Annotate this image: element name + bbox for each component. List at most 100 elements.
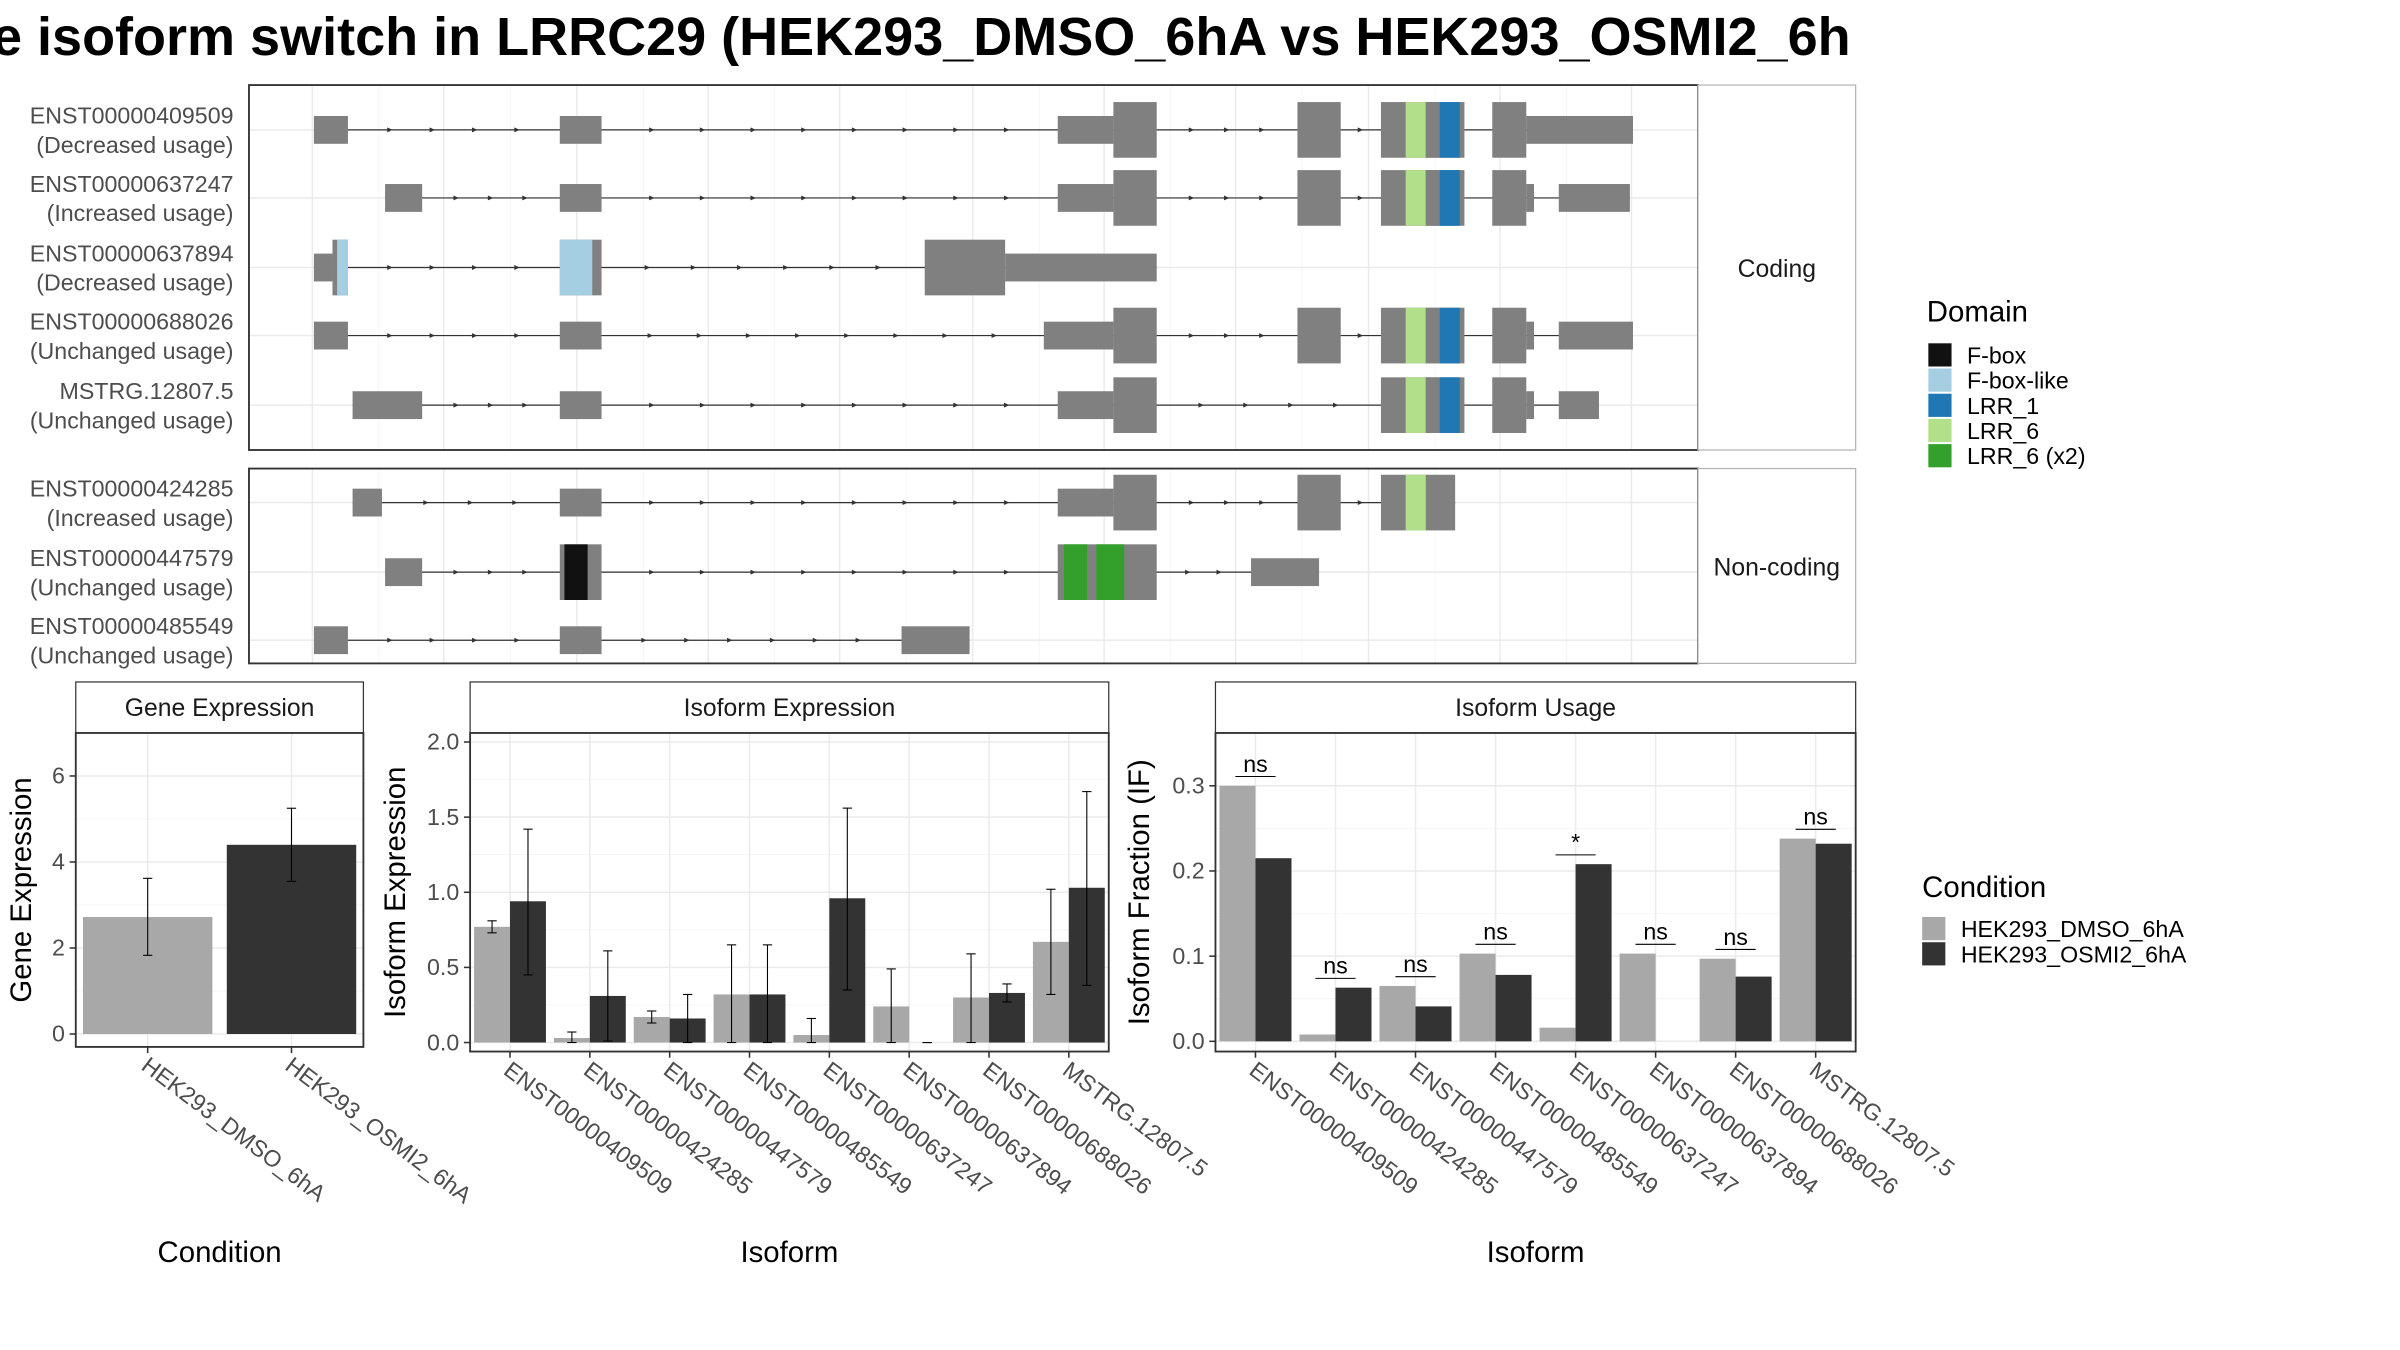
intron-arrow-icon <box>647 333 654 339</box>
bar <box>1335 987 1372 1042</box>
transcript-track-ENST00000637894 <box>313 239 1157 296</box>
transcript-id: ENST00000447579 <box>30 545 234 571</box>
intron-arrow-icon <box>641 637 647 643</box>
panel-strip-label: Coding <box>1738 256 1816 283</box>
significance-annotation: ns <box>1635 919 1676 945</box>
bar <box>1539 1027 1576 1042</box>
intron-arrow-icon <box>453 402 459 408</box>
transcript-id: ENST00000409509 <box>30 103 234 129</box>
intron-arrow-icon <box>1259 500 1265 506</box>
intron-arrow-icon <box>953 500 959 506</box>
transcript-usage: (Decreased usage) <box>36 132 233 158</box>
error-bar <box>487 920 497 934</box>
intron-arrow-icon <box>1288 402 1294 408</box>
intron-arrow-icon <box>851 402 858 408</box>
intron-arrow-icon <box>487 569 494 575</box>
exon-block <box>1526 184 1535 212</box>
exon-block <box>313 253 333 282</box>
y-axis-title: Isoform Expression <box>379 767 412 1018</box>
error-bar <box>1082 791 1092 986</box>
intron-arrow-icon <box>1332 402 1339 408</box>
legend-domain-swatch <box>1928 343 1952 367</box>
intron-arrow-icon <box>1188 333 1195 339</box>
intron-arrow-icon <box>1223 195 1230 201</box>
intron-arrow-icon <box>783 265 789 270</box>
intron-arrow-icon <box>801 195 807 201</box>
exon-block <box>559 626 602 655</box>
intron-arrow-icon <box>1259 333 1265 339</box>
intron-arrow-icon <box>750 127 756 133</box>
transcript-usage: (Unchanged usage) <box>30 642 234 668</box>
transcript-label: ENST00000637247 (Increased usage) <box>30 171 234 226</box>
intron-arrow-icon <box>750 500 756 506</box>
error-bar <box>1002 983 1012 1003</box>
intron-arrow-icon <box>699 402 706 408</box>
transcript-usage: (Increased usage) <box>47 505 234 531</box>
intron-arrow-icon <box>893 333 899 339</box>
transcript-id: ENST00000424285 <box>30 475 234 501</box>
y-tick-label: 2 <box>52 935 65 961</box>
intron-arrow-icon <box>514 333 520 339</box>
y-tick-label: 0.0 <box>427 1029 459 1055</box>
exon-block <box>559 184 602 212</box>
error-bar <box>842 807 852 991</box>
chart-isoform-usage: Isoform Usage ns ns ns ns * ns ns ns 0.0 0.1 0.2 0.3… <box>1123 681 1960 1269</box>
intron-arrow-icon <box>471 333 478 339</box>
intron-arrow-icon <box>1216 569 1222 575</box>
intron-arrow-icon <box>649 569 655 575</box>
exon-block <box>1057 488 1114 517</box>
intron-arrow-icon <box>750 569 756 575</box>
transcript-track-ENST00000485549 <box>313 626 970 655</box>
legend-domain-swatch <box>1928 444 1952 468</box>
intron-arrow-icon <box>1357 333 1364 339</box>
domain-block <box>1439 307 1460 364</box>
intron-arrow-icon <box>745 333 752 339</box>
exon-block <box>559 115 602 144</box>
intron-arrow-icon <box>471 127 478 133</box>
domain-block <box>559 239 593 296</box>
intron-arrow-icon <box>953 402 959 408</box>
y-tick-label: 0.5 <box>427 954 459 980</box>
bar <box>1619 953 1656 1042</box>
intron-arrow-icon <box>487 195 494 201</box>
panel-strip <box>1697 467 1857 665</box>
significance-label: ns <box>1403 951 1428 977</box>
exon-block <box>1113 307 1157 364</box>
x-axis-title: Condition <box>158 1236 282 1269</box>
intron-arrow-icon <box>902 569 908 575</box>
transcript-id: ENST00000485549 <box>30 613 234 639</box>
intron-arrow-icon <box>649 402 655 408</box>
intron-arrow-icon <box>1003 127 1010 133</box>
legend-condition-swatch <box>1922 917 1946 941</box>
bar <box>1699 958 1736 1042</box>
transcript-label: ENST00000688026 (Unchanged usage) <box>30 308 234 363</box>
exon-block <box>385 558 423 587</box>
intron-arrow-icon <box>953 195 959 201</box>
significance-annotation: ns <box>1395 951 1436 978</box>
intron-arrow-icon <box>1357 500 1364 506</box>
significance-label: ns <box>1323 953 1347 979</box>
significance-label: ns <box>1483 919 1508 945</box>
bar <box>1779 838 1816 1042</box>
bar <box>1735 976 1772 1042</box>
intron-arrow-icon <box>750 402 756 408</box>
error-bar <box>806 1017 817 1044</box>
y-axis-title: Gene Expression <box>5 777 38 1002</box>
intron-arrow-icon <box>991 333 997 339</box>
significance-annotation: ns <box>1235 751 1276 778</box>
intron-arrow-icon <box>844 333 850 339</box>
legend-domain-label: LRR_1 <box>1967 393 2039 419</box>
intron-arrow-icon <box>471 637 478 643</box>
intron-arrow-icon <box>851 195 858 201</box>
domain-block <box>1096 544 1125 600</box>
domain-block <box>1425 377 1440 433</box>
transcript-track-ENST00000409509 <box>313 102 1633 158</box>
plot-title: e isoform switch in LRRC29 (HEK293_DMSO_… <box>0 7 1851 67</box>
legend-condition-title: Condition <box>1922 871 2046 904</box>
intron-arrow-icon <box>942 333 948 339</box>
intron-arrow-icon <box>736 265 743 270</box>
intron-arrow-icon <box>699 195 706 201</box>
error-bar <box>647 1010 657 1024</box>
exon-block <box>1113 474 1157 531</box>
